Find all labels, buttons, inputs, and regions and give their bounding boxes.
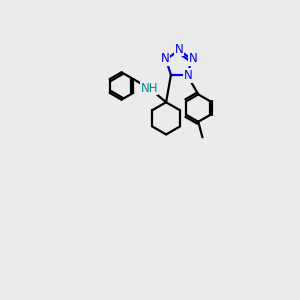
Text: NH: NH	[140, 82, 158, 95]
Text: N: N	[161, 52, 170, 65]
Text: N: N	[188, 52, 197, 65]
Text: N: N	[175, 43, 183, 56]
Text: N: N	[184, 69, 193, 82]
